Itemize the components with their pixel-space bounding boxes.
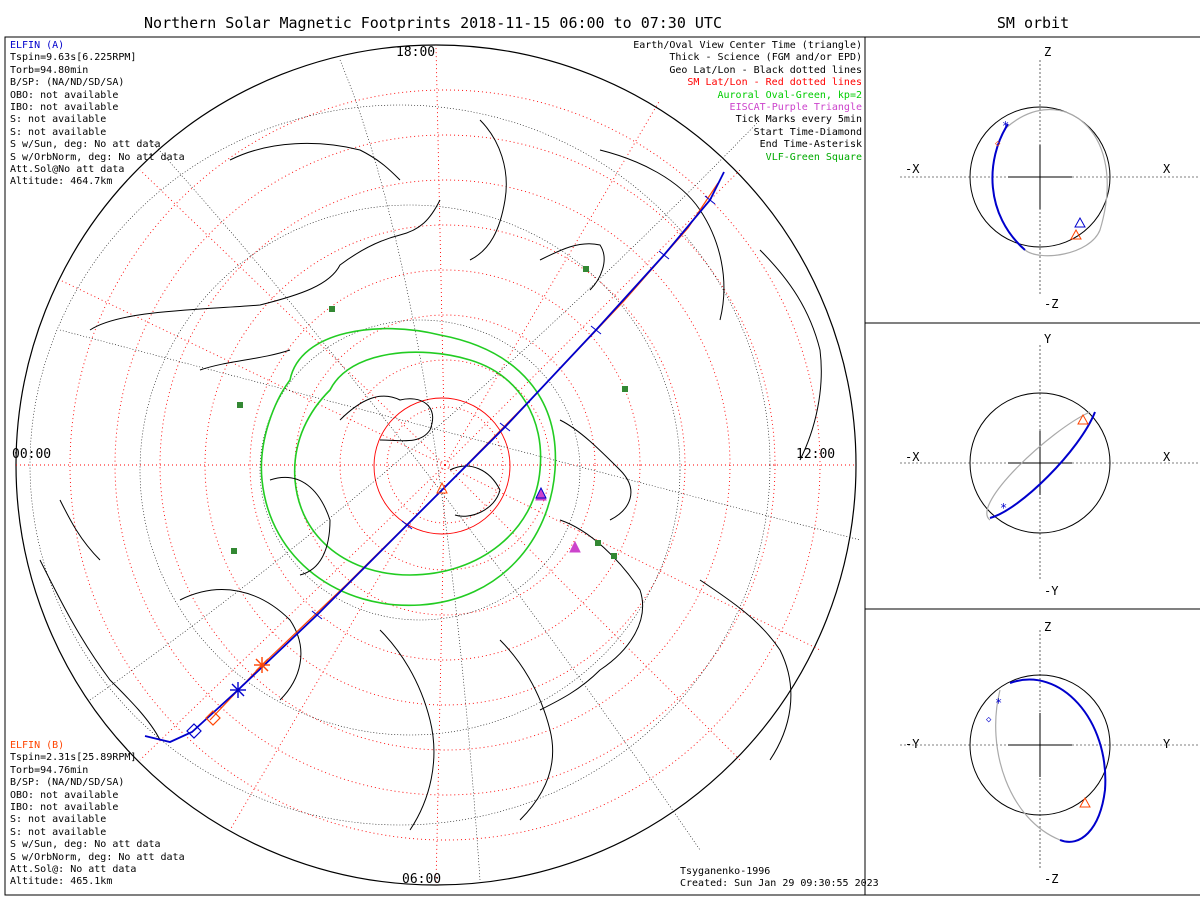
probe-a-name: ELFIN (A): [10, 40, 65, 51]
orbit3-left: -Y: [905, 737, 920, 751]
orbit3-top: Z: [1044, 620, 1052, 634]
probe-b-line: IBO: not available: [10, 802, 119, 814]
orbit3-bottom: -Z: [1044, 872, 1059, 886]
orbit-panel-yz: * ◇: [900, 630, 1200, 870]
orbit2-bottom: -Y: [1044, 584, 1059, 598]
svg-text:◇: ◇: [986, 715, 992, 725]
svg-text:*: *: [1000, 501, 1007, 515]
track-a-ticks: [311, 195, 716, 620]
probe-a-line: S: not available: [10, 126, 107, 138]
coastlines: [39, 119, 822, 831]
probe-b-line: Tspin=2.31s[25.89RPM]: [10, 752, 137, 764]
svg-text:◇: ◇: [995, 139, 1001, 149]
legend-item: Earth/Oval View Center Time (triangle): [633, 40, 862, 51]
probe-a-line: Altitude: 464.7km: [10, 176, 113, 188]
time-label-top: 18:00: [396, 45, 436, 60]
orbit1-bottom: -Z: [1044, 297, 1059, 311]
probe-a-line: B/SP: (NA/ND/SD/SA): [10, 77, 125, 89]
probe-b-line: B/SP: (NA/ND/SD/SA): [10, 777, 125, 789]
probe-a-line: OBO: not available: [10, 89, 119, 101]
auroral-ovals: [260, 327, 557, 607]
legend-item: Auroral Oval-Green, kp=2: [717, 89, 863, 101]
probe-b-line: Altitude: 465.1km: [10, 876, 113, 888]
orbit2-top: Y: [1044, 332, 1052, 346]
created-label: Created: Sun Jan 29 09:30:55 2023: [680, 878, 879, 890]
map-frame: [4, 36, 866, 896]
orbit1-right: X: [1163, 162, 1171, 176]
probe-b-line: Att.Sol@: No att data: [10, 864, 137, 876]
geo-grid: [29, 59, 861, 881]
legend-item: End Time-Asterisk: [759, 139, 862, 151]
vlf-squares: [231, 266, 628, 559]
probe-b-line: S w/OrbNorm, deg: No att data: [10, 851, 185, 863]
time-label-left: 00:00: [12, 447, 52, 462]
time-label-right: 12:00: [796, 447, 836, 462]
end-asterisks: [230, 657, 270, 698]
probe-a-line: S: not available: [10, 114, 107, 126]
orbit-panel-xz: * ◇: [900, 60, 1200, 295]
svg-text:*: *: [1002, 119, 1009, 133]
probe-b-line: Torb=94.76min: [10, 764, 89, 776]
probe-a-line: Torb=94.80min: [10, 64, 89, 76]
legend-item: Tick Marks every 5min: [735, 114, 862, 126]
probe-b-line: S w/Sun, deg: No att data: [10, 839, 161, 851]
probe-b-line: OBO: not available: [10, 789, 119, 801]
probe-a-line: Tspin=9.63s[6.225RPM]: [10, 52, 137, 64]
probe-a-line: S w/Sun, deg: No att data: [10, 139, 161, 151]
view-center-triangles: [436, 481, 547, 499]
sm-inner-circle: [373, 397, 511, 535]
plot-title: Northern Solar Magnetic Footprints 2018-…: [144, 14, 722, 32]
probe-b-info: ELFIN (B) Tspin=2.31s[25.89RPM] Torb=94.…: [10, 740, 185, 889]
orbit1-top: Z: [1044, 45, 1052, 59]
probe-a-line: IBO: not available: [10, 102, 119, 114]
probe-a-line: S w/OrbNorm, deg: No att data: [10, 151, 185, 163]
orbit2-left: -X: [905, 450, 920, 464]
legend-item: EISCAT-Purple Triangle: [729, 102, 862, 114]
orbit3-right: Y: [1163, 737, 1171, 751]
probe-b-name: ELFIN (B): [10, 740, 65, 751]
footer: Tsyganenko-1996 Created: Sun Jan 29 09:3…: [680, 866, 879, 891]
legend-item: VLF-Green Square: [765, 151, 862, 163]
legend-item: SM Lat/Lon - Red dotted lines: [687, 77, 862, 89]
probe-a-info: ELFIN (A) Tspin=9.63s[6.225RPM] Torb=94.…: [10, 40, 185, 189]
orbit-panel-xy: *: [900, 345, 1200, 580]
probe-b-line: S: not available: [10, 814, 107, 826]
orbit2-right: X: [1163, 450, 1171, 464]
legend-item: Start Time-Diamond: [753, 126, 862, 138]
probe-a-line: Att.Sol@No att data: [10, 164, 125, 176]
sm-meridians: [16, 44, 856, 886]
probe-b-line: S: not available: [10, 826, 107, 838]
start-diamonds: [186, 710, 221, 739]
legend-item: Geo Lat/Lon - Black dotted lines: [669, 64, 862, 76]
legend-item: Thick - Science (FGM and/or EPD): [669, 52, 862, 64]
orbit-title: SM orbit: [996, 14, 1070, 32]
legend: Earth/Oval View Center Time (triangle) Th…: [633, 40, 862, 164]
orbit1-left: -X: [905, 162, 920, 176]
svg-text:*: *: [995, 696, 1002, 710]
model-label: Tsyganenko-1996: [680, 866, 771, 877]
time-label-bottom: 06:00: [402, 872, 442, 887]
